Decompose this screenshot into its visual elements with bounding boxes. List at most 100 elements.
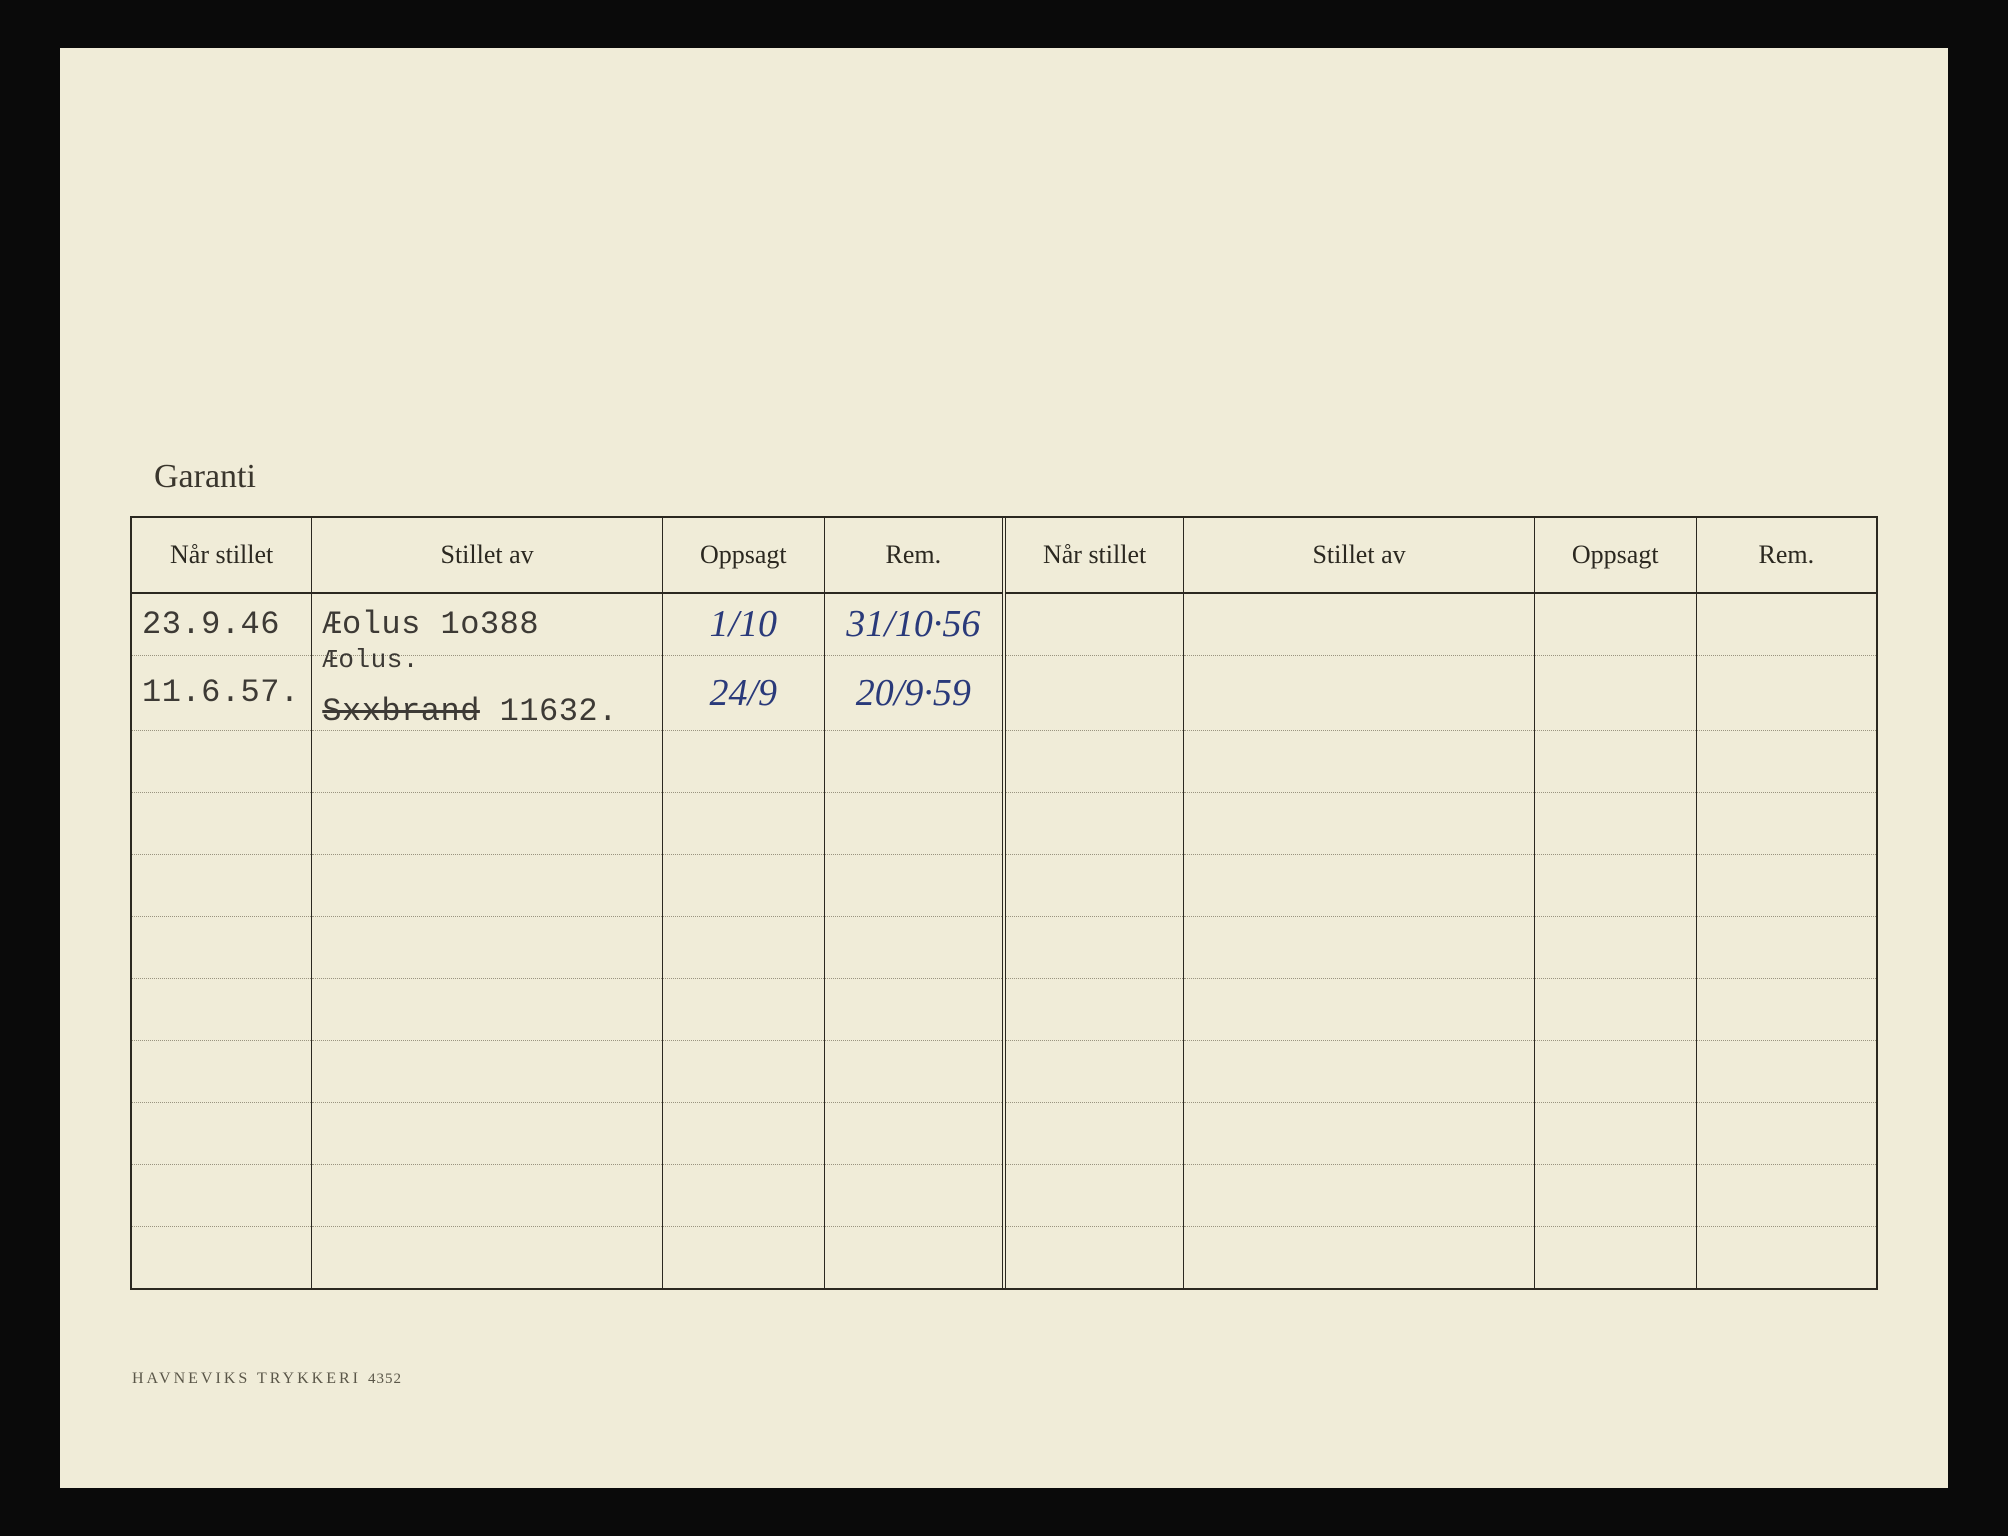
cell-empty bbox=[1184, 1040, 1535, 1102]
cell-oppsagt: 1/10 bbox=[662, 593, 824, 655]
cell-empty bbox=[1534, 730, 1696, 792]
cell-stillet-av bbox=[312, 916, 663, 978]
cell-empty bbox=[1534, 854, 1696, 916]
header-rem-l: Rem. bbox=[824, 518, 1004, 593]
cell-stillet-av bbox=[312, 1226, 663, 1288]
stillet-av-text: Æolus 1o388 bbox=[322, 606, 539, 643]
cell-stillet-av bbox=[312, 854, 663, 916]
cell-oppsagt bbox=[662, 730, 824, 792]
cell-empty bbox=[1184, 916, 1535, 978]
cell-rem bbox=[824, 1164, 1004, 1226]
cell-empty bbox=[1184, 978, 1535, 1040]
cell-stillet-av: Æolus.Sxxbrand 11632. bbox=[312, 655, 663, 730]
cell-rem bbox=[824, 854, 1004, 916]
cell-oppsagt bbox=[662, 978, 824, 1040]
cell-stillet-av bbox=[312, 792, 663, 854]
cell-oppsagt bbox=[662, 1102, 824, 1164]
table-header: Når stillet Stillet av Oppsagt Rem. Når … bbox=[132, 518, 1876, 593]
cell-rem bbox=[824, 1102, 1004, 1164]
cell-empty bbox=[1534, 593, 1696, 655]
cell-empty bbox=[1184, 1102, 1535, 1164]
cell-rem bbox=[824, 978, 1004, 1040]
cell-empty bbox=[1534, 655, 1696, 730]
cell-empty bbox=[1004, 916, 1184, 978]
cell-empty bbox=[1696, 1040, 1876, 1102]
cell-empty bbox=[1696, 1226, 1876, 1288]
cell-rem: 20/9·59 bbox=[824, 655, 1004, 730]
cell-empty bbox=[1534, 916, 1696, 978]
stillet-av-text: 11632. bbox=[480, 693, 618, 730]
header-stillet-av-l: Stillet av bbox=[312, 518, 663, 593]
cell-rem: 31/10·56 bbox=[824, 593, 1004, 655]
cell-empty bbox=[1184, 1226, 1535, 1288]
cell-naar-stillet: 23.9.46 bbox=[132, 593, 312, 655]
cell-empty bbox=[1184, 593, 1535, 655]
cell-naar-stillet bbox=[132, 730, 312, 792]
cell-empty bbox=[1696, 1164, 1876, 1226]
content-area: Garanti Når stillet Stillet av bbox=[130, 458, 1878, 1290]
cell-empty bbox=[1696, 854, 1876, 916]
header-oppsagt-l: Oppsagt bbox=[662, 518, 824, 593]
header-naar-stillet-r: Når stillet bbox=[1004, 518, 1184, 593]
cell-naar-stillet bbox=[132, 792, 312, 854]
cell-oppsagt bbox=[662, 1164, 824, 1226]
cell-stillet-av bbox=[312, 1164, 663, 1226]
cell-empty bbox=[1696, 916, 1876, 978]
cell-empty bbox=[1184, 1164, 1535, 1226]
cell-empty bbox=[1696, 655, 1876, 730]
garanti-table-wrap: Når stillet Stillet av Oppsagt Rem. Når … bbox=[130, 516, 1878, 1290]
cell-naar-stillet: 11.6.57. bbox=[132, 655, 312, 730]
cell-empty bbox=[1184, 655, 1535, 730]
cell-empty bbox=[1696, 978, 1876, 1040]
table-row bbox=[132, 1102, 1876, 1164]
cell-rem bbox=[824, 1226, 1004, 1288]
cell-empty bbox=[1534, 1102, 1696, 1164]
cell-oppsagt bbox=[662, 1040, 824, 1102]
table-row bbox=[132, 1164, 1876, 1226]
header-stillet-av-r: Stillet av bbox=[1184, 518, 1535, 593]
cell-empty bbox=[1004, 655, 1184, 730]
cell-stillet-av bbox=[312, 730, 663, 792]
cell-oppsagt bbox=[662, 1226, 824, 1288]
cell-empty bbox=[1696, 730, 1876, 792]
cell-oppsagt bbox=[662, 916, 824, 978]
printer-name: HAVNEVIKS TRYKKERI bbox=[132, 1370, 361, 1387]
cell-empty bbox=[1696, 792, 1876, 854]
header-rem-r: Rem. bbox=[1696, 518, 1876, 593]
cell-empty bbox=[1184, 792, 1535, 854]
stillet-av-struck: Sxxbrand bbox=[322, 693, 480, 730]
cell-empty bbox=[1004, 593, 1184, 655]
cell-empty bbox=[1004, 978, 1184, 1040]
cell-empty bbox=[1534, 978, 1696, 1040]
cell-rem bbox=[824, 1040, 1004, 1102]
printer-footer: HAVNEVIKS TRYKKERI 4352 bbox=[132, 1370, 402, 1388]
cell-empty bbox=[1004, 1102, 1184, 1164]
cell-empty bbox=[1004, 730, 1184, 792]
cell-naar-stillet bbox=[132, 1102, 312, 1164]
table-row bbox=[132, 730, 1876, 792]
cell-stillet-av bbox=[312, 978, 663, 1040]
document-paper: Garanti Når stillet Stillet av bbox=[60, 48, 1948, 1488]
table-row bbox=[132, 978, 1876, 1040]
cell-rem bbox=[824, 730, 1004, 792]
table-row bbox=[132, 854, 1876, 916]
cell-rem bbox=[824, 916, 1004, 978]
table-row bbox=[132, 916, 1876, 978]
cell-empty bbox=[1184, 730, 1535, 792]
cell-naar-stillet bbox=[132, 978, 312, 1040]
table-row bbox=[132, 1040, 1876, 1102]
cell-empty bbox=[1004, 1226, 1184, 1288]
cell-oppsagt bbox=[662, 792, 824, 854]
cell-empty bbox=[1004, 1040, 1184, 1102]
cell-empty bbox=[1004, 1164, 1184, 1226]
cell-oppsagt bbox=[662, 854, 824, 916]
table-row bbox=[132, 1226, 1876, 1288]
cell-empty bbox=[1534, 1226, 1696, 1288]
cell-rem bbox=[824, 792, 1004, 854]
cell-empty bbox=[1534, 1040, 1696, 1102]
cell-naar-stillet bbox=[132, 1040, 312, 1102]
cell-naar-stillet bbox=[132, 1226, 312, 1288]
section-title: Garanti bbox=[154, 458, 1878, 496]
cell-empty bbox=[1004, 854, 1184, 916]
cell-empty bbox=[1534, 1164, 1696, 1226]
